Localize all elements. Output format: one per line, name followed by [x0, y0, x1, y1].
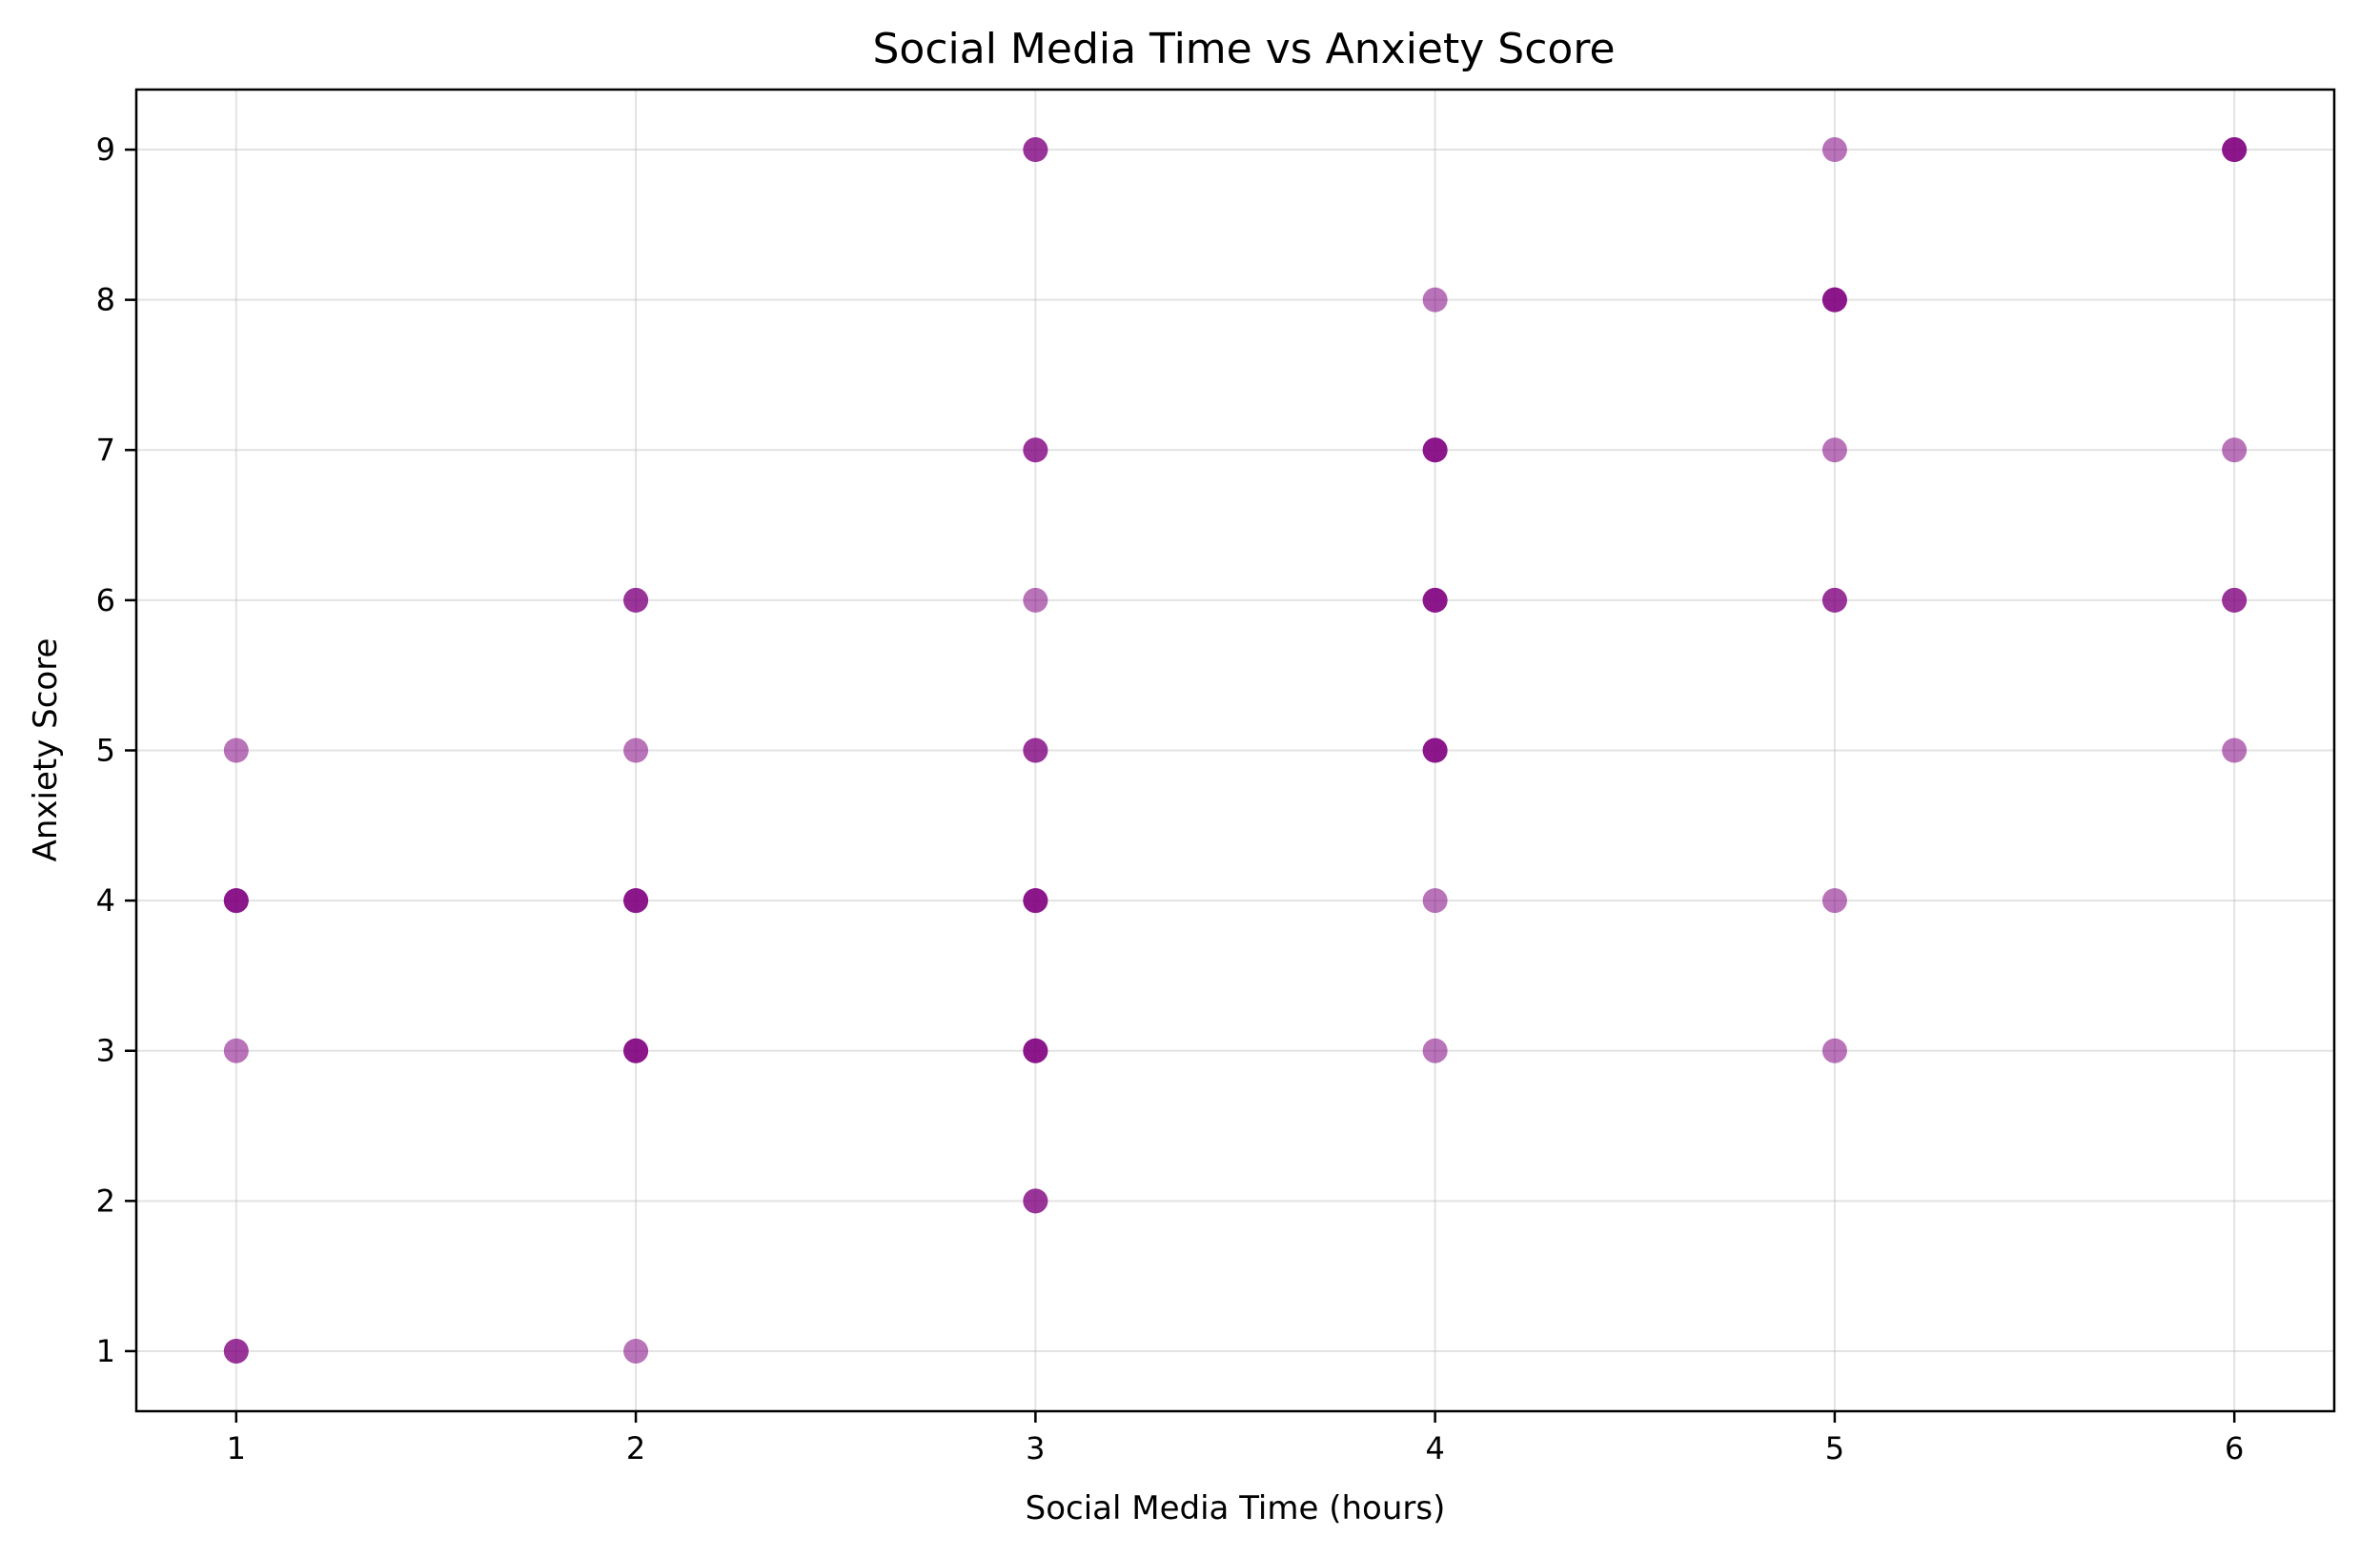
- data-point: [1821, 437, 1847, 463]
- data-point: [1023, 888, 1048, 914]
- y-tick-label: 5: [96, 733, 115, 769]
- data-point: [623, 587, 649, 613]
- x-tick-label: 1: [227, 1430, 246, 1466]
- data-point: [2222, 137, 2248, 163]
- y-tick-label: 9: [96, 131, 115, 168]
- data-point: [1821, 888, 1847, 914]
- y-axis-label: Anxiety Score: [27, 638, 65, 862]
- data-point: [623, 1338, 649, 1364]
- data-point: [1821, 287, 1847, 313]
- x-tick-label: 5: [1825, 1430, 1844, 1466]
- data-point: [2222, 437, 2248, 463]
- y-tick-label: 1: [96, 1333, 115, 1369]
- chart-title: Social Media Time vs Anxiety Score: [872, 25, 1615, 73]
- data-point: [223, 738, 249, 763]
- data-point: [1422, 587, 1448, 613]
- data-point: [1422, 738, 1448, 763]
- data-point: [1023, 437, 1048, 463]
- data-point: [1422, 437, 1448, 463]
- data-point: [223, 1038, 249, 1063]
- axis-ticks: 1 2 3 4 5 6 1 2 3 4 5 6 7 8 9: [96, 131, 2245, 1466]
- x-axis-label: Social Media Time (hours): [1026, 1489, 1446, 1527]
- data-point: [1422, 1038, 1448, 1063]
- data-point: [1422, 287, 1448, 313]
- data-point: [2222, 738, 2248, 763]
- y-tick-label: 2: [96, 1183, 115, 1219]
- y-tick-label: 7: [96, 432, 115, 468]
- data-point: [223, 888, 249, 914]
- data-point: [623, 888, 649, 914]
- x-tick-label: 4: [1425, 1430, 1444, 1466]
- data-point: [1821, 1038, 1847, 1063]
- data-point: [623, 1038, 649, 1063]
- data-point: [1023, 1188, 1048, 1214]
- data-point: [1422, 888, 1448, 914]
- data-point: [1023, 587, 1048, 613]
- y-tick-label: 8: [96, 282, 115, 318]
- y-tick-label: 3: [96, 1033, 115, 1069]
- y-tick-label: 4: [96, 882, 115, 919]
- x-tick-label: 2: [626, 1430, 645, 1466]
- data-point: [623, 738, 649, 763]
- data-point: [1821, 137, 1847, 163]
- data-point: [223, 1338, 249, 1364]
- data-points: [223, 137, 2248, 1364]
- y-tick-label: 6: [96, 582, 115, 618]
- x-tick-label: 6: [2225, 1430, 2244, 1466]
- data-point: [1023, 1038, 1048, 1063]
- data-point: [1821, 587, 1847, 613]
- data-point: [2222, 587, 2248, 613]
- data-point: [1023, 137, 1048, 163]
- x-tick-label: 3: [1026, 1430, 1045, 1466]
- data-point: [1023, 738, 1048, 763]
